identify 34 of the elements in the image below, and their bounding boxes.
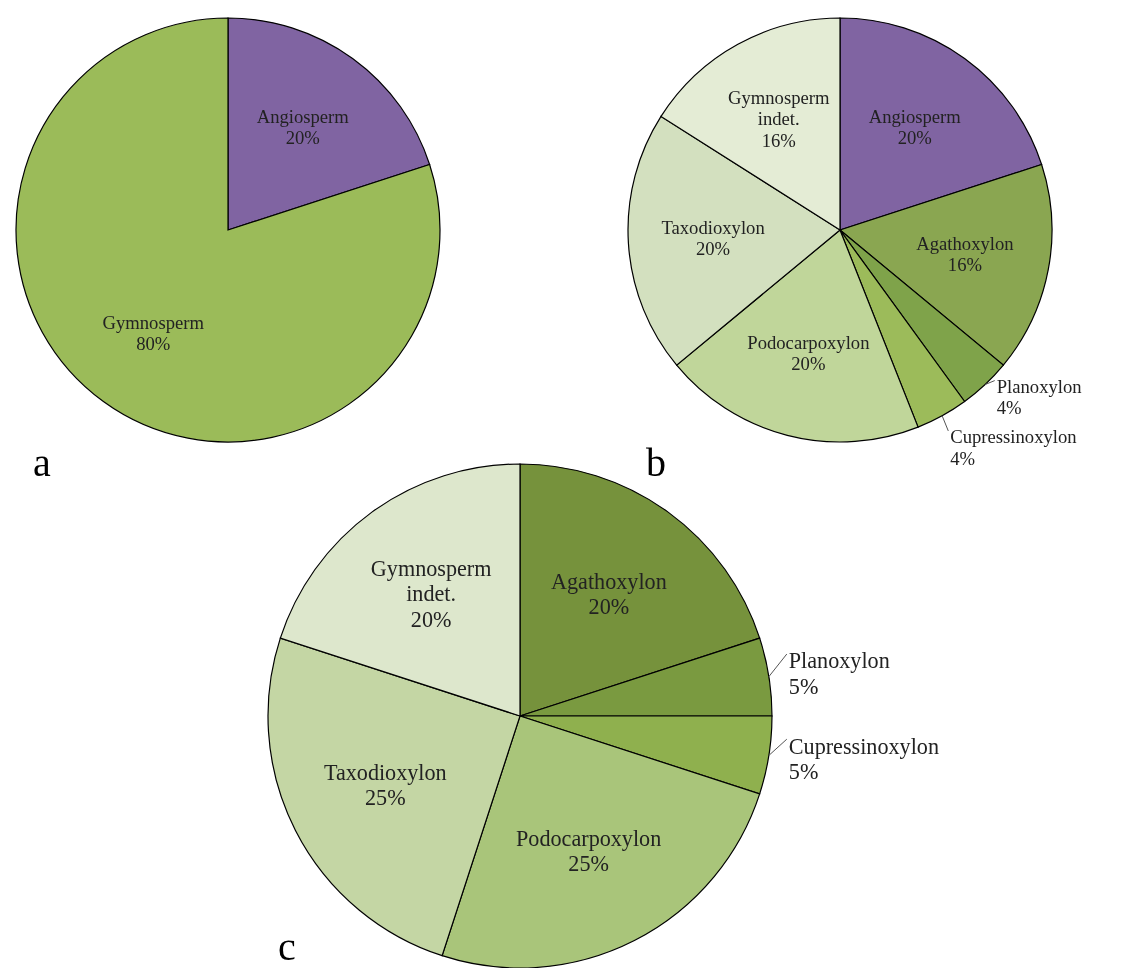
slice-label: Cupressinoxylon <box>788 733 939 759</box>
slice-label: Taxodioxylon <box>661 216 766 238</box>
slice-label: Podocarpoxylon <box>747 332 871 354</box>
data-label: 20% <box>410 606 452 632</box>
text: a <box>33 440 51 485</box>
data-label: 5% <box>788 759 819 785</box>
data-label: 20% <box>588 594 630 620</box>
data-label: 4% <box>950 447 976 469</box>
slice-label: Taxodioxylon <box>323 759 447 785</box>
data-label: 20% <box>897 127 932 149</box>
slice-label: Angiosperm <box>868 105 962 127</box>
slice-label: Planoxylon <box>788 648 890 674</box>
data-label: 20% <box>695 238 731 260</box>
slice-label: Podocarpoxylon <box>516 825 662 851</box>
slice-label: Agathoxylon <box>551 568 667 594</box>
data-label: 25% <box>568 851 609 877</box>
data-label: 20% <box>285 127 320 149</box>
data-label: 16% <box>947 254 983 276</box>
slice-label: Cupressinoxylon <box>950 426 1078 448</box>
pie-slice <box>15 17 441 443</box>
slice-label: Agathoxylon <box>916 232 1015 254</box>
data-label: 25% <box>364 785 406 811</box>
slice-label: Gymnosperm <box>102 311 205 333</box>
data-label: 5% <box>788 673 819 699</box>
slice-label: Angiosperm <box>256 105 350 127</box>
data-label: 20% <box>791 353 826 375</box>
data-label: 4% <box>996 397 1022 419</box>
text: c <box>278 924 296 968</box>
data-label: 80% <box>136 333 171 355</box>
text: b <box>646 440 666 485</box>
slice-label: Gymnosperm indet. <box>370 555 492 607</box>
slice-label: Planoxylon <box>996 375 1083 397</box>
slice-label: Gymnosperm indet. <box>727 86 830 130</box>
data-label: 16% <box>761 129 796 151</box>
